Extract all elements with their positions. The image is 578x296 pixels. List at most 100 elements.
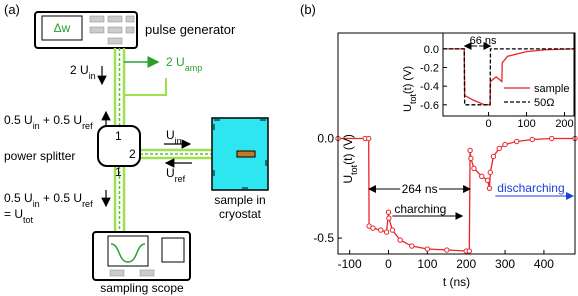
data-point — [389, 227, 396, 233]
text-part: U — [166, 128, 175, 142]
x-tick-label: 200 — [456, 257, 476, 271]
y-tick-label: -0.4 — [420, 81, 439, 93]
subscript: in — [33, 121, 40, 131]
display-text: Δw — [54, 21, 71, 35]
data-point — [479, 173, 485, 180]
split-bottom-label: 0.5 Uin + 0.5 Uref — [4, 191, 93, 209]
scope-screen — [107, 235, 149, 267]
text-part: 2 U — [70, 63, 89, 77]
x-tick-label: 100 — [417, 257, 437, 271]
data-point — [548, 135, 555, 142]
data-point — [484, 177, 491, 184]
text-part: (t) (V) — [341, 134, 355, 165]
total-label: = Utot — [4, 207, 34, 225]
x-tick-label: 100 — [517, 118, 535, 130]
text-part: U — [341, 175, 355, 184]
text-part: (t) (V) — [402, 66, 414, 94]
buttons — [109, 269, 155, 277]
data-point — [383, 229, 390, 235]
span-label: 264 ns — [402, 182, 438, 196]
panel-label: (a) — [4, 2, 20, 17]
port-label: 2 — [129, 147, 136, 161]
subscript: in — [33, 199, 40, 209]
y-axis-label: Utot(t) (V) — [402, 66, 418, 112]
pulse-in-label: 2 Uin — [70, 63, 96, 81]
subscript: ref — [175, 174, 186, 184]
data-point — [514, 138, 520, 145]
text-part: U — [166, 166, 175, 180]
subscript: in — [175, 136, 182, 146]
text-part: + 0.5 U — [40, 191, 82, 205]
port-label: 1 — [115, 165, 122, 179]
data-point — [502, 141, 508, 148]
discharging-label: discharching — [497, 181, 564, 195]
legend-label: 50Ω — [534, 97, 554, 109]
buttons — [89, 15, 135, 45]
data-point — [490, 153, 497, 160]
data-point — [385, 209, 392, 215]
x-axis-label: t (ns) — [443, 275, 470, 289]
sample-label: sample in — [214, 193, 265, 207]
data-line — [443, 48, 575, 106]
y-tick-label: -0.6 — [420, 100, 439, 112]
subscript: tot — [408, 94, 418, 105]
data-point — [424, 246, 431, 252]
charging-label: charching — [394, 202, 446, 216]
data-point — [487, 169, 494, 176]
data-point — [370, 225, 376, 231]
data-point — [378, 227, 384, 233]
panel-label: (b) — [300, 2, 316, 17]
legend-label: sample — [534, 83, 569, 95]
power-splitter — [97, 125, 141, 167]
subscript: amp — [185, 63, 203, 73]
data-point — [471, 165, 477, 172]
split-top-label: 0.5 Uin + 0.5 Uref — [4, 113, 93, 131]
subscript: ref — [82, 199, 93, 209]
data-point — [466, 248, 473, 254]
pulse-amp-label: 2 Uamp — [166, 55, 202, 73]
x-tick-label: 300 — [495, 257, 515, 271]
y-axis-label: Utot(t) (V) — [341, 134, 359, 183]
text-part: = U — [4, 207, 23, 221]
data-point — [444, 247, 450, 253]
data-point — [409, 243, 415, 249]
span-label: 66 ns — [470, 35, 497, 47]
scope-label: sampling scope — [100, 281, 184, 295]
data-point — [496, 145, 502, 152]
cables — [113, 48, 212, 232]
data-point — [397, 237, 403, 243]
text-part: 0.5 U — [4, 191, 33, 205]
data-point — [365, 135, 372, 142]
scope-panel — [161, 237, 185, 263]
x-tick-label: 0 — [385, 257, 392, 271]
data-line — [443, 48, 574, 106]
y-tick-label: 0.0 — [317, 132, 334, 146]
data-point — [467, 147, 473, 154]
subscript: ref — [82, 121, 93, 131]
y-tick-label: -0.5 — [313, 231, 334, 245]
x-tick-label: 200 — [555, 118, 573, 130]
panel-a: (a) Δw pulse generator — [4, 2, 269, 281]
scope-trace — [110, 243, 146, 263]
x-tick-label: -100 — [338, 257, 362, 271]
from-sample-label: Uref — [166, 166, 186, 184]
y-tick-label: 0.0 — [424, 44, 439, 56]
to-sample-label: Uin — [166, 128, 182, 146]
text-part: U — [402, 104, 414, 112]
x-tick-label: 0 — [486, 118, 492, 130]
port-label: 1 — [115, 129, 122, 143]
sample — [236, 150, 256, 158]
data-point — [468, 155, 474, 162]
data-point — [529, 136, 535, 143]
sample-label: cryostat — [219, 207, 262, 221]
text-part: 2 U — [166, 55, 185, 69]
splitter-label: power splitter — [4, 149, 75, 163]
generator-display — [41, 15, 83, 41]
x-tick-label: 400 — [534, 257, 554, 271]
data-point — [386, 215, 392, 221]
generator-label: pulse generator — [145, 22, 236, 37]
plot-frame — [442, 32, 575, 117]
subscript: tot — [23, 215, 34, 225]
subscript: in — [89, 71, 96, 81]
